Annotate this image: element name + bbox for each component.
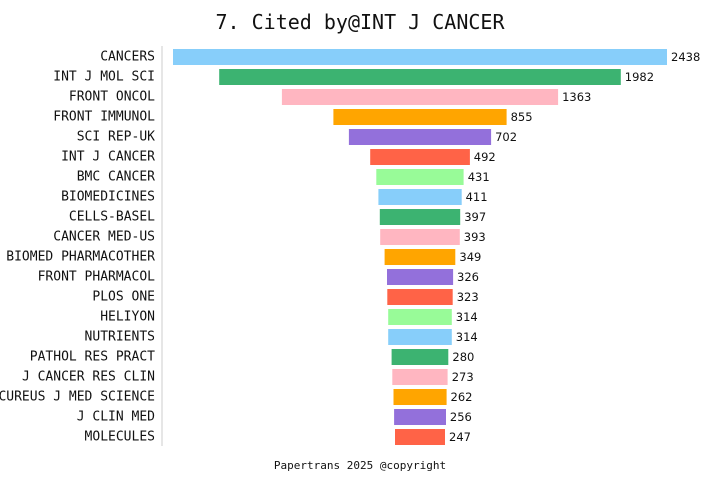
bar-heliyon <box>388 309 452 325</box>
category-label-sci-rep-uk: SCI REP-UK <box>77 130 155 145</box>
category-label-heliyon: HELIYON <box>100 310 155 325</box>
category-label-j-cancer-res-clin: J CANCER RES CLIN <box>22 370 155 385</box>
category-label-cureus-j-med-science: CUREUS J MED SCIENCE <box>0 390 155 405</box>
bar-front-immunol <box>333 109 507 125</box>
value-label-front-pharmacol: 326 <box>457 270 479 284</box>
category-label-cells-basel: CELLS-BASEL <box>69 210 155 225</box>
bar-int-j-cancer <box>370 149 470 165</box>
value-label-biomedicines: 411 <box>466 190 488 204</box>
category-label-cancers: CANCERS <box>100 50 155 65</box>
bar-molecules <box>395 429 445 445</box>
category-labels: CANCERS INT J MOL SCI FRONT ONCOL FRONT IMM… <box>0 50 155 445</box>
category-label-front-oncol: FRONT ONCOL <box>69 90 155 105</box>
bar-plos-one <box>387 289 453 305</box>
category-label-pathol-res-pract: PATHOL RES PRACT <box>30 350 155 365</box>
bars-group <box>173 49 667 445</box>
value-label-j-clin-med: 256 <box>450 410 472 424</box>
bar-bmc-cancer <box>376 169 464 185</box>
bar-nutrients <box>388 329 452 345</box>
bar-j-cancer-res-clin <box>392 369 448 385</box>
value-labels: 2438 1982 1363 855 702 492 431 411 397 393 349 326 3… <box>449 50 700 444</box>
bar-j-clin-med <box>394 409 446 425</box>
value-label-plos-one: 323 <box>457 290 479 304</box>
value-label-cells-basel: 397 <box>464 210 486 224</box>
value-label-j-cancer-res-clin: 273 <box>452 370 474 384</box>
value-label-heliyon: 314 <box>456 310 478 324</box>
bar-cells-basel <box>379 209 461 225</box>
category-label-int-j-mol-sci: INT J MOL SCI <box>53 70 155 85</box>
bar-sci-rep-uk <box>348 129 492 145</box>
category-label-cancer-med-us: CANCER MED-US <box>53 230 155 245</box>
value-label-cancer-med-us: 393 <box>464 230 486 244</box>
bar-int-j-mol-sci <box>219 69 621 85</box>
category-label-front-pharmacol: FRONT PHARMACOL <box>38 270 156 285</box>
bar-cureus-j-med-science <box>393 389 447 405</box>
value-label-front-immunol: 855 <box>511 110 533 124</box>
bar-cancer-med-us <box>380 229 460 245</box>
bar-cancers <box>173 49 667 65</box>
value-label-biomed-pharmacother: 349 <box>459 250 481 264</box>
value-label-cancers: 2438 <box>671 50 700 64</box>
category-label-biomedicines: BIOMEDICINES <box>61 190 155 205</box>
value-label-molecules: 247 <box>449 430 471 444</box>
value-label-bmc-cancer: 431 <box>468 170 490 184</box>
chart-title: 7. Cited by@INT J CANCER <box>216 10 506 34</box>
value-label-int-j-mol-sci: 1982 <box>625 70 654 84</box>
value-label-int-j-cancer: 492 <box>474 150 496 164</box>
category-label-bmc-cancer: BMC CANCER <box>77 170 155 185</box>
bar-front-pharmacol <box>387 269 454 285</box>
value-label-pathol-res-pract: 280 <box>452 350 474 364</box>
category-label-plos-one: PLOS ONE <box>92 290 155 305</box>
category-label-int-j-cancer: INT J CANCER <box>61 150 155 165</box>
category-label-molecules: MOLECULES <box>85 430 155 445</box>
bar-biomed-pharmacother <box>384 249 456 265</box>
value-label-nutrients: 314 <box>456 330 478 344</box>
value-label-front-oncol: 1363 <box>562 90 591 104</box>
category-label-nutrients: NUTRIENTS <box>85 330 155 345</box>
value-label-sci-rep-uk: 702 <box>495 130 517 144</box>
category-label-biomed-pharmacother: BIOMED PHARMACOTHER <box>6 250 155 265</box>
bar-front-oncol <box>281 89 559 105</box>
category-label-front-immunol: FRONT IMMUNOL <box>53 110 155 125</box>
category-label-j-clin-med: J CLIN MED <box>77 410 155 425</box>
bar-biomedicines <box>378 189 462 205</box>
bar-pathol-res-pract <box>391 349 449 365</box>
footer-copyright: Papertrans 2025 @copyright <box>274 459 446 472</box>
value-label-cureus-j-med-science: 262 <box>451 390 473 404</box>
